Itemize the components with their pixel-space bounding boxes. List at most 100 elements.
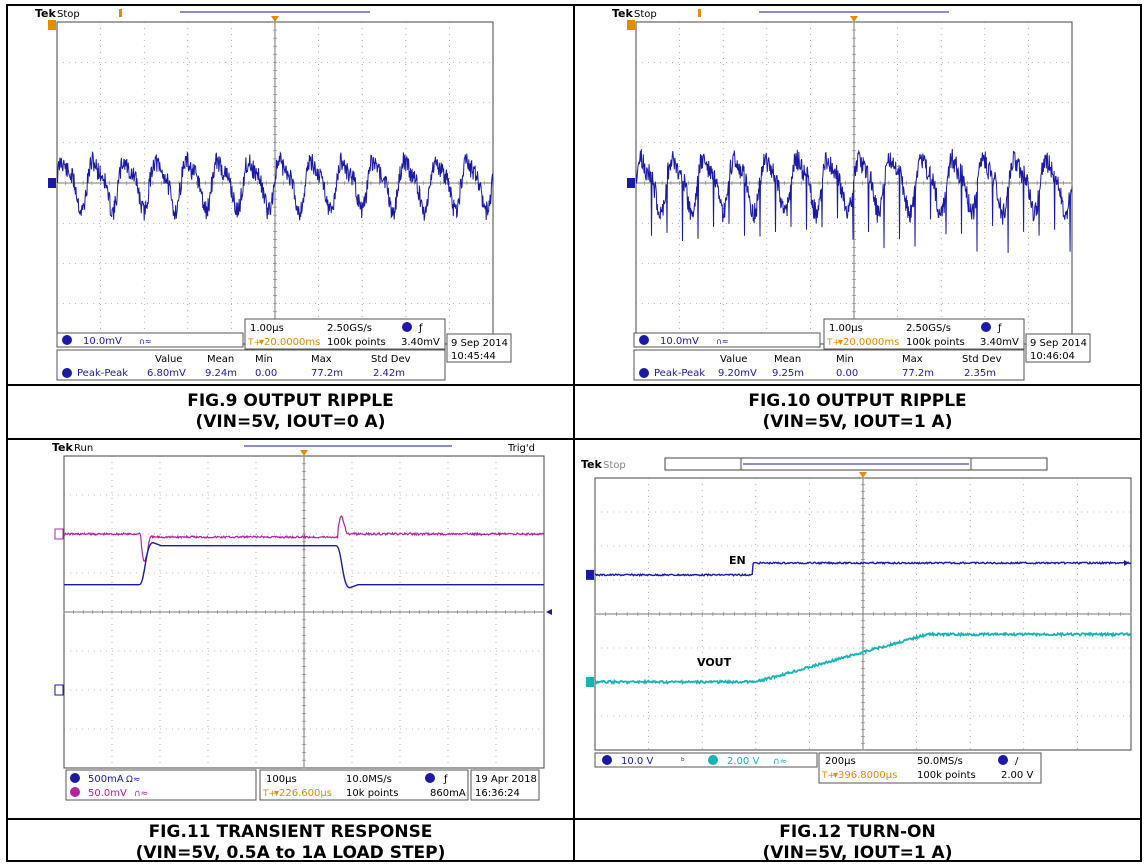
- measure-header-min: Min: [255, 354, 273, 365]
- date: 19 Apr 2018: [475, 774, 537, 785]
- ripple-trace-ch1: [56, 150, 494, 221]
- current-trace-ch1: [64, 542, 544, 589]
- caption-fig11-line2: (VIN=5V, 0.5A to 1A LOAD STEP): [135, 843, 446, 863]
- measure-ch-icon: [62, 368, 72, 378]
- ch2-coupling: ∩≈: [773, 757, 787, 767]
- measure-value: 6.80mV: [147, 368, 186, 379]
- grid-divider-mid: [6, 438, 1142, 440]
- scope-fig11: Tek Run Trig'd 500mA Ω≈ 50.0mV ∩≈ 100µs …: [52, 441, 552, 801]
- caption-fig9-line1: FIG.9 OUTPUT RIPPLE: [187, 391, 394, 411]
- ch1-scale: 10.0mV: [83, 336, 122, 347]
- date: 9 Sep 2014: [1030, 338, 1087, 349]
- measure-header-mean: Mean: [207, 354, 234, 365]
- trigger-level: 3.40mV: [980, 337, 1019, 348]
- acq-status: Stop: [603, 460, 626, 471]
- voltage-trace-ch3: [63, 515, 545, 562]
- trigger-source-icon: [425, 773, 435, 783]
- measure-header-stddev: Std Dev: [962, 354, 1002, 365]
- trigger-slope-icon: /: [1015, 756, 1019, 767]
- trigger-pos-icon: T+: [262, 789, 276, 799]
- ch2-scale: 2.00 V: [727, 756, 759, 767]
- ripple-trace-ch1: [635, 148, 1073, 253]
- measure-value: 9.20mV: [718, 368, 757, 379]
- ch2-icon: [708, 755, 718, 765]
- timebase-readout: 1.00µs 2.50GS/s ƒ T+ ▾20.0000ms 100k poi…: [244, 318, 446, 350]
- ch1-coupling: Ω≈: [126, 775, 140, 785]
- points: 100k points: [917, 770, 976, 781]
- measure-header-max: Max: [311, 354, 332, 365]
- caption-fig12-line1: FIG.12 TURN-ON: [779, 822, 936, 842]
- trigger-marker-icon: [698, 9, 701, 17]
- ch1-icon: [62, 335, 72, 345]
- trigger-slope-icon: ƒ: [418, 323, 423, 334]
- measurement-table: Value Mean Min Max Std Dev Peak-Peak 9.2…: [633, 349, 1025, 381]
- ch3-icon: [70, 787, 80, 797]
- trigger-position-icon: [850, 16, 858, 22]
- trigger-pos: ▾226.600µs: [274, 788, 332, 799]
- channel-readout: 500mA Ω≈ 50.0mV ∩≈: [65, 769, 257, 801]
- tek-logo: Tek: [52, 441, 74, 454]
- en-trace-ch1: [594, 560, 1132, 577]
- measure-mean: 9.24m: [205, 368, 237, 379]
- trig-status: Trig'd: [507, 443, 535, 454]
- tek-logo: Tek: [612, 7, 634, 20]
- trigger-marker-icon: [119, 9, 122, 17]
- trigger-source-icon: [998, 755, 1008, 765]
- trigger-pos-icon: T+: [826, 338, 840, 348]
- timebase: 100µs: [266, 774, 297, 785]
- tek-logo: Tek: [581, 458, 603, 471]
- caption-fig11-line1: FIG.11 TRANSIENT RESPONSE: [148, 822, 433, 842]
- acq-status: Run: [74, 443, 93, 454]
- scope-fig9: Tek Stop 10.0mV ∩≈ 1.00µs 2.50GS/s ƒ T+ …: [35, 7, 512, 381]
- sample-rate: 10.0MS/s: [346, 774, 392, 785]
- trigger-pos-icon: T+: [821, 771, 835, 781]
- caption-fig10-line1: FIG.10 OUTPUT RIPPLE: [748, 391, 967, 411]
- acq-status: Stop: [634, 9, 657, 20]
- trigger-pos: ▾396.8000µs: [833, 770, 897, 781]
- label-vout: VOUT: [697, 656, 732, 669]
- caption-fig10: FIG.10 OUTPUT RIPPLE (VIN=5V, IOUT=1 A): [575, 391, 1140, 433]
- tek-logo: Tek: [35, 7, 57, 20]
- plot-area: [54, 450, 552, 769]
- channel-3-marker-icon: [54, 528, 64, 540]
- ch1-scale: 10.0mV: [660, 336, 699, 347]
- date-readout: 19 Apr 2018 16:36:24: [470, 769, 540, 801]
- measure-stddev: 2.35m: [964, 368, 996, 379]
- plot-area: [627, 16, 1073, 345]
- ch1-bw-icon: ᵇ: [681, 757, 685, 767]
- trigger-pos-icon: T+: [247, 338, 261, 348]
- measure-header-value: Value: [720, 354, 747, 365]
- measure-header-value: Value: [155, 354, 182, 365]
- grid-divider-row1: [6, 384, 1142, 386]
- grid-divider-row2: [6, 818, 1142, 820]
- label-en: EN: [729, 554, 746, 567]
- points: 100k points: [906, 337, 965, 348]
- trigger-position-icon: [300, 450, 308, 456]
- ch3-coupling: ∩≈: [134, 789, 148, 799]
- trigger-level: 2.00 V: [1001, 770, 1033, 781]
- time: 16:36:24: [475, 788, 520, 799]
- ch1-coupling: ∩≈: [139, 337, 152, 346]
- scope-fig12: Tek Stop EN VOUT 10.0 V ᵇ 2.00 V ∩≈ 200µ…: [581, 457, 1132, 784]
- acq-status: Stop: [57, 9, 80, 20]
- measure-header-mean: Mean: [774, 354, 801, 365]
- ch1-icon: [70, 773, 80, 783]
- timebase: 1.00µs: [250, 323, 284, 334]
- caption-fig9-line2: (VIN=5V, IOUT=0 A): [195, 412, 386, 432]
- sample-rate: 2.50GS/s: [906, 323, 951, 334]
- trigger-level: 3.40mV: [401, 337, 440, 348]
- measure-max: 77.2m: [311, 368, 343, 379]
- measure-min: 0.00: [836, 368, 858, 379]
- trigger-pos: ▾20.0000ms: [838, 337, 899, 348]
- ch1-readout: 10.0mV ∩≈: [633, 332, 821, 348]
- channel-1-marker-icon: [54, 684, 64, 696]
- channel-readout: 10.0 V ᵇ 2.00 V ∩≈: [594, 752, 818, 768]
- trigger-level-icon: [627, 20, 635, 30]
- channel-2-marker-icon: [586, 677, 594, 687]
- measure-header-max: Max: [902, 354, 923, 365]
- channel-1-marker-icon: [586, 569, 594, 580]
- date-readout: 9 Sep 2014 10:45:44: [446, 333, 512, 363]
- grid-divider-vertical: [573, 4, 575, 862]
- ch1-icon: [639, 335, 649, 345]
- trigger-slope-icon: ƒ: [997, 323, 1002, 334]
